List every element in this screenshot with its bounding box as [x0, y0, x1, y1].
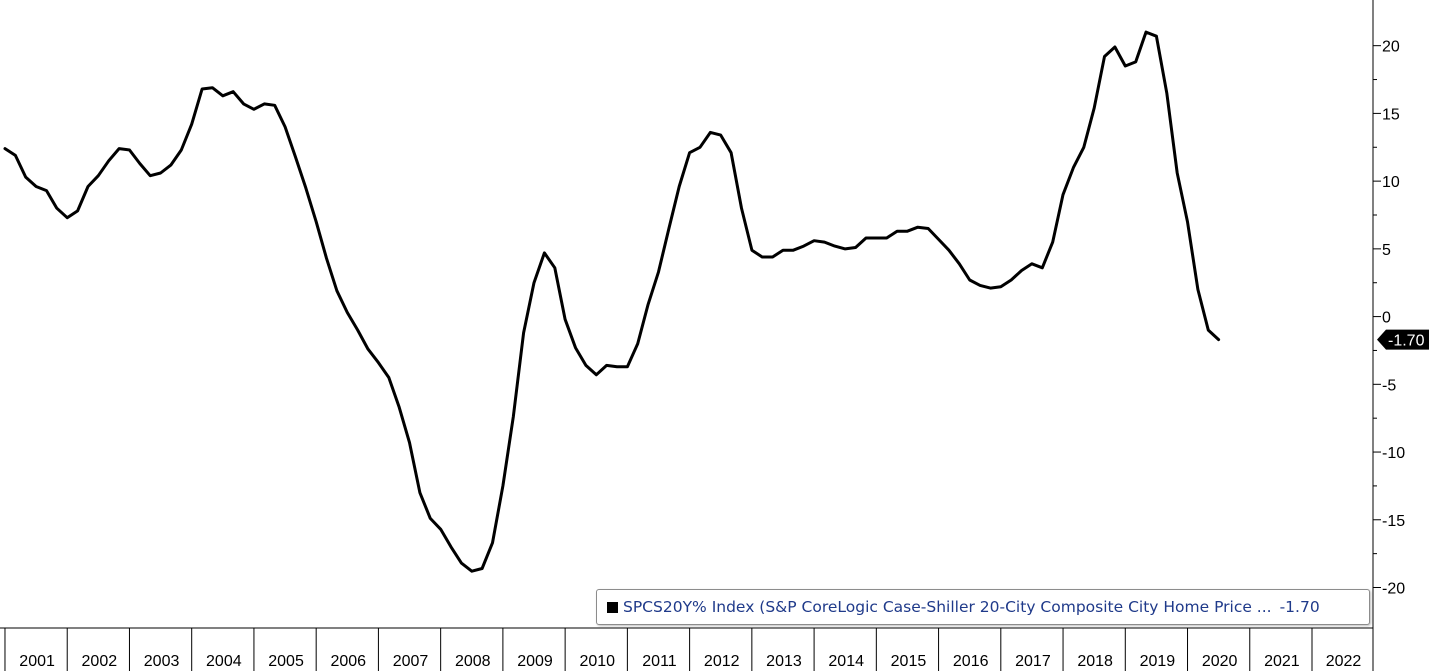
y-tick-label: -15 — [1382, 513, 1405, 530]
y-tick-label: -5 — [1382, 377, 1396, 394]
x-tick-label: 2002 — [82, 653, 118, 670]
legend-swatch — [607, 601, 618, 613]
series-line — [3, 30, 1221, 573]
x-tick-label: 2007 — [393, 653, 429, 670]
x-tick-label: 2009 — [517, 653, 553, 670]
x-tick-label: 2012 — [704, 653, 740, 670]
x-axis: 2001 2002 2003 2004 2005 2006 2007 2008 2009 2010… — [0, 627, 1374, 671]
x-tick-label: 2014 — [828, 653, 864, 670]
x-tick-label: 2003 — [144, 653, 180, 670]
x-tick-label: 2022 — [1326, 653, 1362, 670]
x-tick-label: 2015 — [891, 653, 927, 670]
x-tick-label: 2005 — [268, 653, 304, 670]
y-tick-label: 15 — [1382, 106, 1400, 123]
last-value-flag — [1377, 329, 1429, 350]
x-tick-label: 2010 — [579, 653, 615, 670]
x-tick-label: 2018 — [1077, 653, 1113, 670]
y-tick-label: 5 — [1382, 242, 1391, 259]
x-tick-label: 2017 — [1015, 653, 1051, 670]
y-axis: 20 15 10 5 0 -5 -10 -15 -20 — [1372, 0, 1405, 628]
x-tick-label: 2016 — [953, 653, 989, 670]
series-layer — [3, 30, 1221, 573]
x-tick-label: 2019 — [1140, 653, 1176, 670]
legend-last-value: -1.70 — [1279, 598, 1320, 616]
x-tick-label: 2004 — [206, 653, 242, 670]
x-tick-label: 2011 — [642, 653, 677, 670]
y-tick-label: -10 — [1382, 445, 1405, 462]
y-tick-label: 20 — [1382, 39, 1400, 56]
x-tick-label: 2001 — [19, 653, 55, 670]
y-tick-label: 10 — [1382, 174, 1400, 191]
x-tick-label: 2020 — [1202, 653, 1238, 670]
x-tick-label: 2013 — [766, 653, 802, 670]
legend-series-name: SPCS20Y% Index (S&P CoreLogic Case-Shill… — [623, 598, 1272, 616]
last-value-label: -1.70 — [1388, 333, 1425, 350]
x-tick-label: 2006 — [330, 653, 366, 670]
x-tick-label: 2008 — [455, 653, 491, 670]
x-tick-label: 2021 — [1264, 653, 1300, 670]
y-tick-label: 0 — [1382, 310, 1391, 327]
legend: SPCS20Y% Index (S&P CoreLogic Case-Shill… — [596, 589, 1370, 625]
y-tick-label: -20 — [1382, 581, 1405, 598]
last-value-marker: -1.70 — [1377, 329, 1429, 350]
